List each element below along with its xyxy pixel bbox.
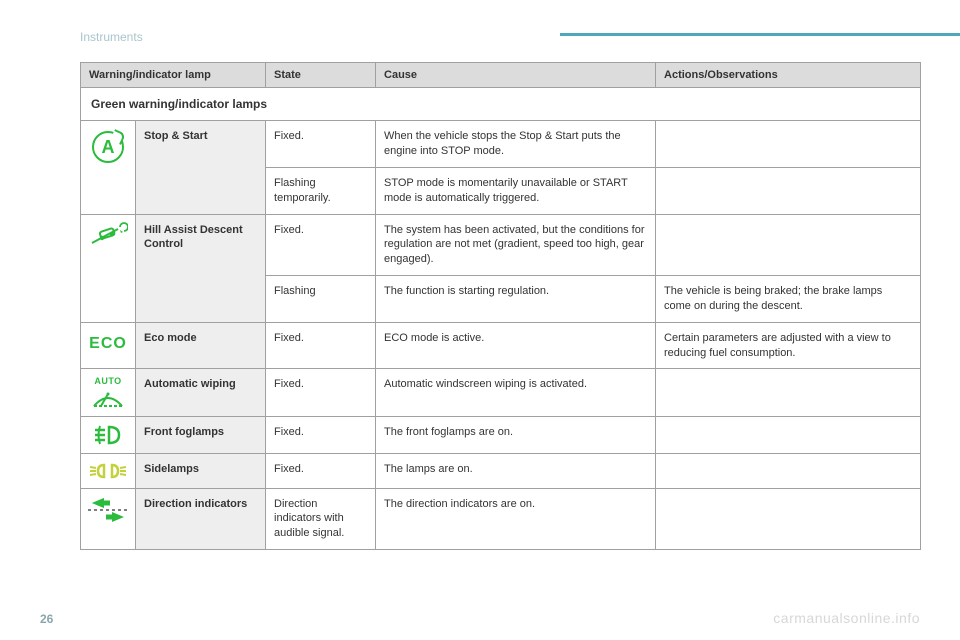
icon-cell — [81, 488, 136, 550]
hill-assist-icon — [88, 221, 128, 249]
page: Instruments Warning/indicator lamp State… — [0, 0, 960, 640]
actions-cell: The vehicle is being braked; the brake l… — [656, 276, 921, 323]
icon-cell: ECO — [81, 322, 136, 369]
table-header-row: Warning/indicator lamp State Cause Actio… — [81, 63, 921, 88]
col-actions: Actions/Observations — [656, 63, 921, 88]
cause-cell: The system has been activated, but the c… — [376, 214, 656, 276]
front-foglamps-icon — [91, 423, 125, 447]
state-cell: Flashing temporarily. — [266, 167, 376, 214]
cause-cell: STOP mode is momentarily unavailable or … — [376, 167, 656, 214]
state-cell: Direction indicators with audible signal… — [266, 488, 376, 550]
actions-cell — [656, 488, 921, 550]
col-lamp: Warning/indicator lamp — [81, 63, 266, 88]
state-cell: Fixed. — [266, 369, 376, 416]
table-row: Sidelamps Fixed. The lamps are on. — [81, 453, 921, 488]
icon-cell: AUTO — [81, 369, 136, 416]
table-row: AUTO Automatic wiping Fixed. Automatic w… — [81, 369, 921, 416]
lamp-name: Stop & Start — [136, 121, 266, 214]
col-state: State — [266, 63, 376, 88]
auto-wiping-icon — [91, 388, 125, 410]
state-cell: Fixed. — [266, 453, 376, 488]
cause-cell: The front foglamps are on. — [376, 416, 656, 453]
cause-cell: The function is starting regulation. — [376, 276, 656, 323]
icon-cell — [81, 121, 136, 214]
watermark: carmanualsonline.info — [773, 610, 920, 626]
lamp-name: Automatic wiping — [136, 369, 266, 416]
state-cell: Fixed. — [266, 322, 376, 369]
state-cell: Fixed. — [266, 121, 376, 168]
table-row: ECO Eco mode Fixed. ECO mode is active. … — [81, 322, 921, 369]
lamp-name: Hill Assist Descent Control — [136, 214, 266, 322]
cause-cell: The direction indicators are on. — [376, 488, 656, 550]
col-cause: Cause — [376, 63, 656, 88]
cause-cell: The lamps are on. — [376, 453, 656, 488]
stop-start-icon — [92, 131, 124, 163]
state-cell: Flashing — [266, 276, 376, 323]
actions-cell — [656, 121, 921, 168]
icon-cell — [81, 214, 136, 322]
table-row: Front foglamps Fixed. The front foglamps… — [81, 416, 921, 453]
actions-cell — [656, 416, 921, 453]
eco-icon: ECO — [89, 333, 127, 355]
group-header: Green warning/indicator lamps — [81, 88, 921, 121]
icon-cell — [81, 416, 136, 453]
sidelamps-icon — [88, 460, 128, 482]
cause-cell: Automatic windscreen wiping is activated… — [376, 369, 656, 416]
lamp-name: Eco mode — [136, 322, 266, 369]
actions-cell — [656, 214, 921, 276]
accent-bar — [560, 33, 960, 36]
actions-cell — [656, 369, 921, 416]
table-row: Direction indicators Direction indicator… — [81, 488, 921, 550]
direction-indicators-icon — [86, 495, 130, 525]
icon-cell — [81, 453, 136, 488]
lamp-name: Direction indicators — [136, 488, 266, 550]
cause-cell: ECO mode is active. — [376, 322, 656, 369]
state-cell: Fixed. — [266, 214, 376, 276]
page-number: 26 — [40, 612, 53, 626]
actions-cell — [656, 453, 921, 488]
actions-cell: Certain parameters are adjusted with a v… — [656, 322, 921, 369]
state-cell: Fixed. — [266, 416, 376, 453]
cause-cell: When the vehicle stops the Stop & Start … — [376, 121, 656, 168]
table-row: Hill Assist Descent Control Fixed. The s… — [81, 214, 921, 276]
group-header-row: Green warning/indicator lamps — [81, 88, 921, 121]
auto-label: AUTO — [83, 375, 133, 387]
lamp-name: Front foglamps — [136, 416, 266, 453]
indicator-table: Warning/indicator lamp State Cause Actio… — [80, 62, 921, 550]
actions-cell — [656, 167, 921, 214]
lamp-name: Sidelamps — [136, 453, 266, 488]
table-row: Stop & Start Fixed. When the vehicle sto… — [81, 121, 921, 168]
